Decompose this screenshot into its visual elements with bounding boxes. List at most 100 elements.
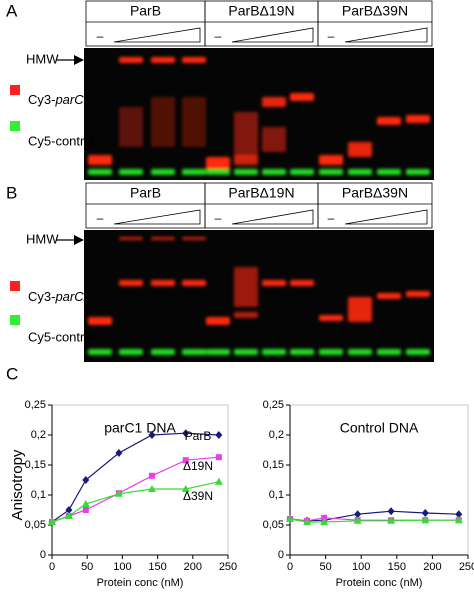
- point: [65, 506, 73, 514]
- point: [321, 514, 328, 521]
- red-band: [119, 107, 143, 147]
- gel-image: [84, 230, 434, 362]
- red-swatch: [10, 85, 20, 95]
- chart-title: parC1 DNA: [104, 420, 176, 436]
- y-tick-label: 0,2: [31, 429, 46, 441]
- green-band: [234, 349, 258, 355]
- point: [215, 431, 223, 439]
- gel-bands: [88, 237, 430, 355]
- green-band: [290, 169, 314, 175]
- point: [387, 516, 396, 524]
- red-band: [182, 97, 206, 147]
- red-band: [262, 127, 286, 152]
- green-band: [348, 169, 372, 175]
- green-band: [290, 349, 314, 355]
- x-tick-label: 200: [423, 561, 441, 573]
- y-tick-label: 0: [278, 549, 284, 561]
- red-band: [234, 312, 258, 318]
- y-tick-label: 0,15: [263, 459, 284, 471]
- point: [48, 518, 56, 525]
- x-tick-label: 100: [352, 561, 370, 573]
- group-label: ParBΔ39N: [342, 185, 408, 201]
- hmw-label: HMW: [26, 51, 59, 66]
- header-box: [317, 0, 433, 47]
- point: [387, 507, 395, 516]
- point: [182, 429, 190, 438]
- red-band: [262, 97, 286, 107]
- red-band: [319, 315, 343, 321]
- red-band: [88, 155, 112, 165]
- series-label: ParB: [185, 429, 212, 443]
- series-label: Δ19N: [183, 459, 213, 473]
- point: [81, 500, 90, 507]
- cy3-label: Cy3-parC1: [28, 92, 91, 107]
- green-band: [119, 169, 143, 175]
- green-band: [151, 169, 175, 175]
- red-band: [182, 57, 206, 63]
- point: [181, 485, 190, 492]
- gradient-triangle: [231, 27, 314, 43]
- green-band: [377, 169, 401, 175]
- red-band: [234, 155, 258, 165]
- series-line: [51, 432, 219, 523]
- red-band: [348, 142, 372, 157]
- group-label: ParBΔ19N: [228, 185, 294, 201]
- dash-label: –: [215, 211, 222, 225]
- red-band: [290, 280, 314, 286]
- green-band: [348, 349, 372, 355]
- point: [148, 472, 155, 479]
- header-box: [317, 182, 433, 229]
- group-label: ParBΔ19N: [228, 3, 294, 19]
- point: [215, 454, 222, 461]
- y-tick-label: 0,05: [25, 519, 46, 531]
- red-band: [206, 317, 230, 325]
- point: [82, 507, 89, 513]
- red-band: [119, 237, 143, 240]
- green-band: [206, 169, 230, 175]
- dash-label: –: [215, 29, 222, 43]
- green-swatch: [10, 121, 20, 131]
- red-band: [406, 291, 430, 297]
- green-band: [88, 349, 112, 355]
- x-axis-label: Protein conc (nM): [97, 577, 184, 589]
- green-band: [319, 169, 343, 175]
- point: [353, 516, 362, 524]
- point: [182, 457, 189, 464]
- red-band: [406, 115, 430, 123]
- x-tick-label: 0: [287, 561, 293, 573]
- line-chart: 0 0,05 0,1 0,15 0,2 0,25 0 50 100 150 200 250 Contro…: [263, 399, 474, 589]
- red-band: [119, 57, 143, 63]
- point: [320, 518, 329, 525]
- chart-title: Control DNA: [340, 420, 419, 436]
- gel-bands: [88, 57, 430, 175]
- red-band: [290, 93, 314, 101]
- y-tick-label: 0,2: [269, 429, 284, 441]
- green-band: [88, 169, 112, 175]
- cy3-prefix: Cy3-: [28, 92, 55, 107]
- point: [421, 516, 430, 524]
- panel-label: B: [6, 183, 17, 202]
- red-band: [234, 267, 258, 307]
- green-band: [262, 349, 286, 355]
- red-band: [182, 280, 206, 286]
- red-swatch: [10, 281, 20, 291]
- green-band: [182, 349, 206, 355]
- hmw-label: HMW: [26, 231, 59, 246]
- red-band: [151, 57, 175, 63]
- red-band: [182, 237, 206, 240]
- group-label: ParB: [130, 3, 161, 19]
- y-tick-label: 0,1: [31, 489, 46, 501]
- gradient-triangle: [113, 27, 201, 43]
- green-band: [319, 349, 343, 355]
- point: [454, 516, 463, 524]
- gradient-triangle: [113, 209, 201, 225]
- x-tick-label: 50: [81, 561, 93, 573]
- red-band: [262, 280, 286, 286]
- hmw-arrowhead: [74, 55, 84, 65]
- red-band: [88, 317, 112, 325]
- point: [115, 449, 123, 457]
- y-tick-label: 0,25: [263, 399, 284, 411]
- line-chart: 0 0,05 0,1 0,15 0,2 0,25 0 50 100 150 200 250 parC1 …: [25, 399, 238, 589]
- point: [64, 512, 73, 519]
